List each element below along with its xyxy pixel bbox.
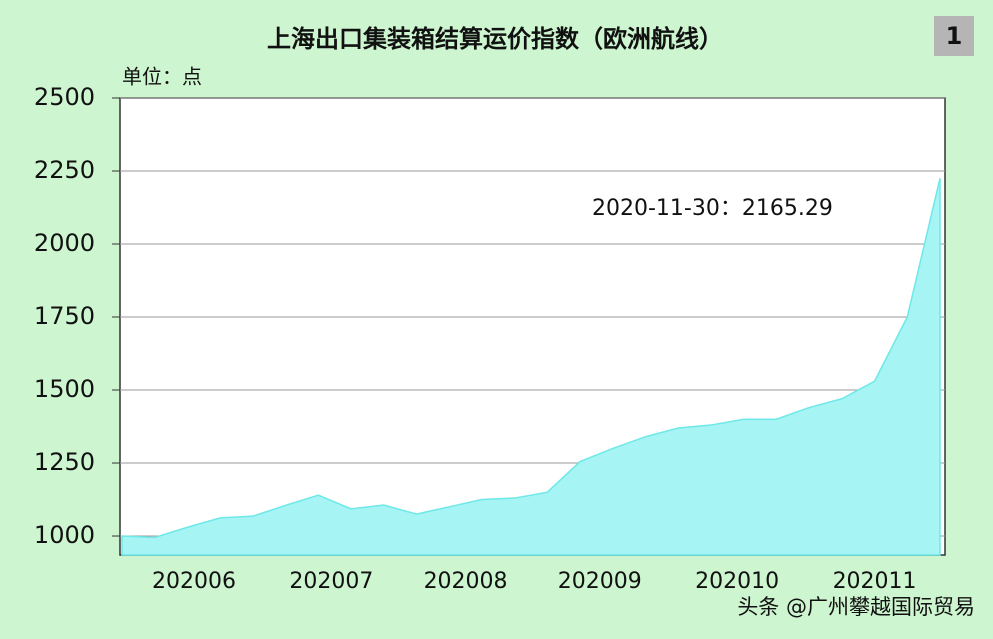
y-tick-label: 1250 (34, 448, 95, 476)
x-tick-label: 202008 (424, 569, 508, 594)
y-tick-label: 2500 (34, 83, 95, 111)
y-tick-label: 2250 (34, 156, 95, 184)
y-tick-label: 2000 (34, 229, 95, 257)
y-tick-label: 1500 (34, 375, 95, 403)
annotation: 2020-11-30：2165.29 (592, 196, 833, 221)
area (121, 178, 941, 556)
y-tick-label: 1750 (34, 302, 95, 330)
y-axis-label: 单位：点 (122, 65, 202, 89)
x-tick-label: 202006 (152, 569, 236, 594)
x-tick-label: 202007 (289, 569, 373, 594)
chart-title: 上海出口集装箱结算运价指数（欧洲航线） (267, 25, 723, 53)
x-tick-label: 202011 (833, 569, 917, 594)
y-tick-label: 1000 (34, 521, 95, 549)
watermark: 头条 @广州攀越国际贸易 (737, 595, 975, 619)
badge-box (934, 16, 974, 56)
x-tick-label: 202009 (558, 569, 642, 594)
badge: 1 (946, 22, 963, 50)
x-tick-label: 202010 (695, 569, 779, 594)
